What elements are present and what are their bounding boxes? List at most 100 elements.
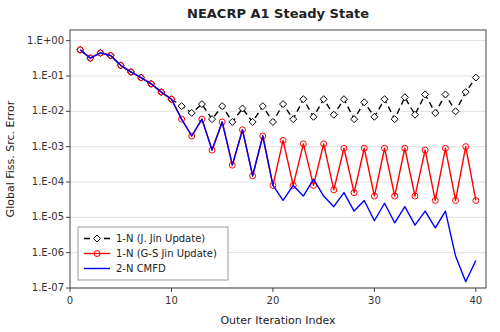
- point: [452, 108, 459, 115]
- point: [392, 193, 398, 199]
- x-axis-label: Outer Iteration Index: [220, 314, 336, 327]
- y-tick-label: 1.E-01: [32, 70, 64, 81]
- point: [229, 118, 236, 125]
- series-line: [80, 50, 476, 201]
- point: [463, 144, 469, 150]
- x-tick: [272, 288, 273, 292]
- y-tick: [66, 75, 70, 76]
- grid-line: [70, 75, 486, 76]
- chart: 1.E-07 1.E-06 1.E-05 1.E-04 1.E-03 1.E-02 1.E-…: [0, 0, 500, 332]
- point: [422, 91, 429, 98]
- legend-box: [78, 227, 228, 280]
- grid-line: [70, 181, 486, 182]
- point: [178, 103, 185, 110]
- point: [219, 103, 226, 110]
- legend-swatch: [84, 253, 110, 254]
- point: [249, 118, 256, 125]
- point: [290, 116, 297, 123]
- point: [462, 89, 469, 96]
- axes: 1.E-07 1.E-06 1.E-05 1.E-04 1.E-03 1.E-02 1.E-…: [27, 35, 482, 306]
- y-tick: [66, 40, 70, 41]
- y-axis-label: Global Fiss. Src. Error: [4, 100, 17, 217]
- point: [361, 99, 368, 106]
- point: [209, 116, 216, 123]
- point: [331, 187, 337, 193]
- point: [188, 109, 195, 116]
- x-tick-label: 40: [469, 295, 482, 306]
- point: [300, 141, 306, 147]
- point: [340, 96, 347, 103]
- point: [321, 141, 327, 147]
- point: [473, 197, 479, 203]
- point: [442, 91, 449, 98]
- title: NEACRP A1 Steady State: [187, 6, 369, 21]
- point: [472, 74, 479, 81]
- legend-label: 1-N (J. Jin Update): [116, 233, 205, 244]
- point: [320, 96, 327, 103]
- point: [280, 137, 286, 143]
- x-tick: [475, 288, 476, 292]
- point: [371, 193, 377, 199]
- x-tick-label: 20: [267, 295, 280, 306]
- series-line: [80, 50, 476, 282]
- series: [77, 46, 480, 125]
- point: [310, 113, 317, 120]
- legend-label: 2-N CMFD: [116, 263, 166, 274]
- y-tick: [66, 252, 70, 253]
- y-tick-label: 1.E-03: [32, 141, 64, 152]
- y-tick: [66, 181, 70, 182]
- point: [371, 113, 378, 120]
- y-tick: [66, 288, 70, 289]
- point: [259, 103, 266, 110]
- y-tick-label: 1.E-07: [32, 282, 64, 293]
- point: [432, 197, 438, 203]
- y-tick-label: 1.E-06: [32, 247, 64, 258]
- point: [412, 193, 418, 199]
- grid-line: [70, 217, 486, 218]
- point: [401, 94, 408, 101]
- y-tick: [66, 111, 70, 112]
- x-tick: [374, 288, 375, 292]
- x-tick-label: 10: [165, 295, 178, 306]
- point: [361, 145, 367, 151]
- y-tick-label: 1.E-04: [32, 176, 64, 187]
- point: [330, 111, 337, 118]
- legend-label: 1-N (G-S Jin Update): [116, 248, 217, 259]
- point: [280, 101, 287, 108]
- point: [422, 147, 428, 153]
- series-line: [80, 50, 476, 122]
- y-tick-label: 1.E+00: [27, 35, 64, 46]
- point: [351, 116, 358, 123]
- point: [300, 96, 307, 103]
- point: [432, 109, 439, 116]
- x-tick: [171, 288, 172, 292]
- point: [239, 105, 246, 112]
- point: [382, 145, 388, 151]
- x-tick-label: 0: [67, 295, 73, 306]
- point: [341, 145, 347, 151]
- legend-marker: [94, 235, 101, 242]
- legend: 1-N (J. Jin Update) 1-N (G-S Jin Update) 2…: [78, 227, 228, 280]
- point: [402, 145, 408, 151]
- grid-line: [70, 40, 486, 41]
- plot-area: [77, 46, 480, 281]
- grid: [70, 41, 486, 288]
- series: [77, 47, 479, 204]
- plot-frame: [70, 30, 486, 288]
- y-tick: [66, 217, 70, 218]
- x-tick-label: 30: [368, 295, 381, 306]
- legend-marker: [94, 251, 100, 257]
- x-tick: [70, 288, 71, 292]
- y-tick: [66, 146, 70, 147]
- point: [391, 116, 398, 123]
- y-tick-label: 1.E-02: [32, 105, 64, 116]
- series: [80, 50, 476, 282]
- legend-swatch: [84, 268, 110, 269]
- point: [198, 101, 205, 108]
- point: [381, 96, 388, 103]
- point: [411, 111, 418, 118]
- point: [269, 118, 276, 125]
- point: [351, 190, 357, 196]
- point: [442, 145, 448, 151]
- y-tick-label: 1.E-05: [32, 211, 64, 222]
